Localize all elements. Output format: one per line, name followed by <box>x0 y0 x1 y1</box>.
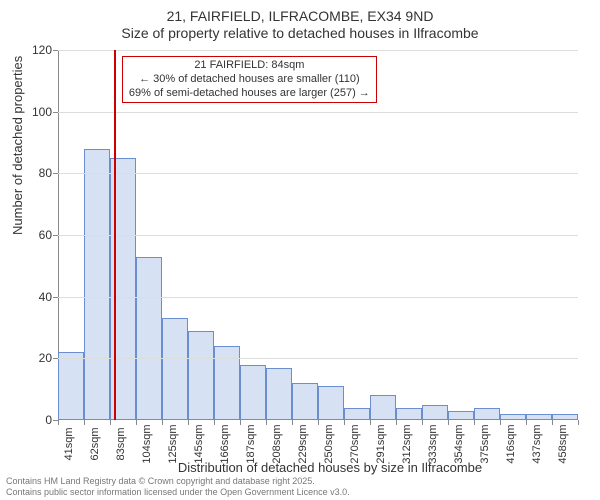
x-tick-mark <box>370 420 371 425</box>
x-tick-label: 166sqm <box>219 424 231 463</box>
x-tick-mark <box>58 420 59 425</box>
bar <box>240 365 266 421</box>
x-tick-label: 291sqm <box>375 424 387 463</box>
x-tick-label: 375sqm <box>479 424 491 463</box>
x-tick-mark <box>448 420 449 425</box>
x-tick-label: 104sqm <box>141 424 153 463</box>
grid-line <box>58 173 578 174</box>
x-tick-mark <box>578 420 579 425</box>
x-tick-label: 208sqm <box>271 424 283 463</box>
plot-area: 02040608010012041sqm62sqm83sqm104sqm125s… <box>58 50 578 420</box>
bar <box>188 331 214 420</box>
x-tick-mark <box>240 420 241 425</box>
x-tick-label: 41sqm <box>63 427 75 460</box>
x-tick-label: 416sqm <box>505 424 517 463</box>
bar <box>422 405 448 420</box>
y-tick-label: 0 <box>45 413 52 427</box>
x-tick-label: 125sqm <box>167 424 179 463</box>
y-tick-label: 80 <box>39 166 52 180</box>
bar <box>58 352 84 420</box>
x-tick-label: 354sqm <box>453 424 465 463</box>
bar <box>370 395 396 420</box>
title-address: 21, FAIRFIELD, ILFRACOMBE, EX34 9ND <box>0 8 600 24</box>
bar <box>396 408 422 420</box>
footer-line2: Contains public sector information licen… <box>6 487 350 498</box>
bar <box>318 386 344 420</box>
grid-line <box>58 112 578 113</box>
x-tick-mark <box>214 420 215 425</box>
x-tick-mark <box>474 420 475 425</box>
bar <box>500 414 526 420</box>
y-tick-mark <box>53 358 58 359</box>
x-axis-title: Distribution of detached houses by size … <box>30 460 600 475</box>
y-tick-label: 100 <box>32 105 52 119</box>
grid-line <box>58 297 578 298</box>
x-tick-mark <box>318 420 319 425</box>
title-block: 21, FAIRFIELD, ILFRACOMBE, EX34 9ND Size… <box>0 0 600 41</box>
y-tick-mark <box>53 297 58 298</box>
x-tick-label: 437sqm <box>531 424 543 463</box>
bar <box>344 408 370 420</box>
x-tick-label: 62sqm <box>89 427 101 460</box>
x-tick-label: 145sqm <box>193 424 205 463</box>
annotation-line3: 69% of semi-detached houses are larger (… <box>129 87 370 101</box>
bar <box>266 368 292 420</box>
footer-attribution: Contains HM Land Registry data © Crown c… <box>6 476 350 498</box>
x-tick-mark <box>526 420 527 425</box>
x-tick-label: 250sqm <box>323 424 335 463</box>
marker-line <box>114 50 116 420</box>
x-tick-label: 187sqm <box>245 424 257 463</box>
y-tick-mark <box>53 173 58 174</box>
chart-container: 21, FAIRFIELD, ILFRACOMBE, EX34 9ND Size… <box>0 0 600 500</box>
x-tick-mark <box>110 420 111 425</box>
grid-line <box>58 235 578 236</box>
bar <box>448 411 474 420</box>
x-tick-label: 333sqm <box>427 424 439 463</box>
y-tick-label: 60 <box>39 228 52 242</box>
annotation-line1: 21 FAIRFIELD: 84sqm <box>129 59 370 73</box>
x-tick-mark <box>500 420 501 425</box>
y-tick-label: 120 <box>32 43 52 57</box>
x-tick-mark <box>344 420 345 425</box>
bar <box>84 149 110 420</box>
x-tick-mark <box>84 420 85 425</box>
x-tick-label: 270sqm <box>349 424 361 463</box>
x-tick-label: 229sqm <box>297 424 309 463</box>
y-tick-mark <box>53 112 58 113</box>
x-tick-label: 458sqm <box>557 424 569 463</box>
bar <box>526 414 552 420</box>
annotation-line2: ← 30% of detached houses are smaller (11… <box>129 73 370 87</box>
bar <box>162 318 188 420</box>
y-axis-title: Number of detached properties <box>10 56 25 235</box>
x-tick-mark <box>162 420 163 425</box>
y-tick-label: 40 <box>39 290 52 304</box>
x-tick-mark <box>292 420 293 425</box>
x-tick-mark <box>552 420 553 425</box>
title-subtitle: Size of property relative to detached ho… <box>0 25 600 41</box>
bar <box>214 346 240 420</box>
x-tick-mark <box>188 420 189 425</box>
x-tick-mark <box>396 420 397 425</box>
bar <box>552 414 578 420</box>
x-tick-label: 312sqm <box>401 424 413 463</box>
bar <box>136 257 162 420</box>
annotation-box: 21 FAIRFIELD: 84sqm← 30% of detached hou… <box>122 56 377 103</box>
bar <box>474 408 500 420</box>
x-tick-mark <box>266 420 267 425</box>
bar <box>292 383 318 420</box>
y-tick-mark <box>53 235 58 236</box>
y-tick-mark <box>53 50 58 51</box>
y-tick-label: 20 <box>39 351 52 365</box>
x-tick-mark <box>422 420 423 425</box>
x-tick-mark <box>136 420 137 425</box>
footer-line1: Contains HM Land Registry data © Crown c… <box>6 476 350 487</box>
x-tick-label: 83sqm <box>115 427 127 460</box>
grid-line <box>58 50 578 51</box>
grid-line <box>58 358 578 359</box>
